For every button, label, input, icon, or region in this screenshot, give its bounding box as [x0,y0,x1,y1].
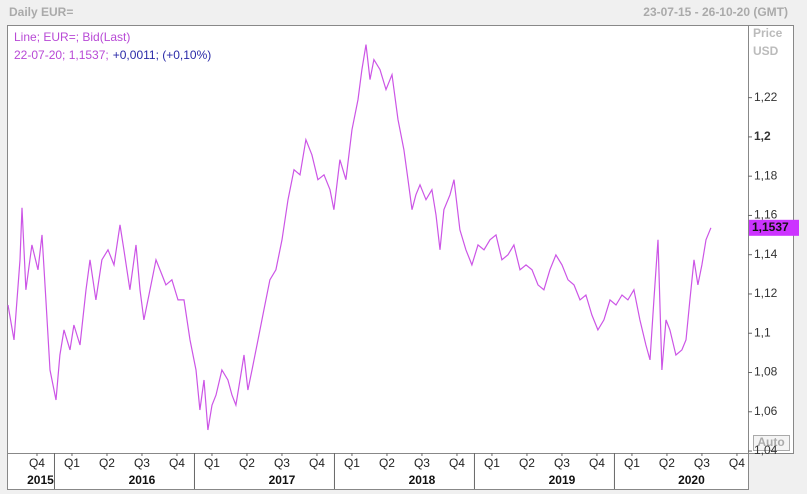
year-label: 2016 [129,473,156,487]
year-label: 2019 [549,473,576,487]
x-tick-label: Q2 [239,456,255,470]
last-value-tag [749,219,799,236]
x-tick-label: Q1 [64,456,80,470]
legend-change: +0,0011; (+0,10%) [113,48,212,62]
x-tick-label: Q3 [134,456,150,470]
x-tick-label: Q4 [29,456,45,470]
price-line [7,44,712,431]
x-tick-label: Q2 [99,456,115,470]
y-axis-panel [748,25,794,454]
y-tick-label: 1,1 [754,325,771,339]
x-tick-label: Q2 [659,456,675,470]
x-tick-label: Q2 [519,456,535,470]
year-label: 2017 [269,473,296,487]
y-tick-label: 1,04 [754,443,778,457]
auto-button-label[interactable]: Auto [757,435,784,449]
last-value-label: 1,1537 [752,220,789,234]
x-axis-panel [7,453,749,490]
y-tick-label: 1,08 [754,365,778,379]
y-tick-label: 1,12 [754,286,778,300]
date-range: 23-07-15 - 26-10-20 (GMT) [643,5,788,19]
x-tick-label: Q4 [449,456,465,470]
x-tick-label: Q1 [484,456,500,470]
x-tick-label: Q1 [204,456,220,470]
x-tick-label: Q1 [344,456,360,470]
x-tick-label: Q1 [624,456,640,470]
y-tick-label: 1,06 [754,404,778,418]
legend-line: 22-07-20; 1,1537; +0,0011; (+0,10%) [14,48,211,62]
x-tick-label: Q3 [274,456,290,470]
x-tick-label: Q4 [589,456,605,470]
year-label: 2020 [678,473,705,487]
y-tick-label: 1,18 [754,168,778,182]
plot-area [7,25,749,454]
y-tick-label: 1,22 [754,90,778,104]
x-tick-label: Q3 [554,456,570,470]
x-tick-label: Q3 [414,456,430,470]
legend-title: Line; EUR=; Bid(Last) [14,30,130,44]
year-label: 2018 [409,473,436,487]
year-label: 2015 [27,473,54,487]
y-tick-label: 1,16 [754,208,778,222]
y-tick-label: 1,2 [754,129,771,143]
x-tick-label: Q4 [169,456,185,470]
x-tick-label: Q2 [379,456,395,470]
legend-value: 22-07-20; 1,1537; [14,48,109,62]
auto-button[interactable] [753,435,790,451]
x-tick-label: Q3 [694,456,710,470]
y-tick-label: 1,14 [754,247,778,261]
y-axis-label: USD [753,44,779,58]
x-tick-label: Q4 [309,456,325,470]
chart-title: Daily EUR= [9,5,73,19]
x-tick-label: Q4 [729,456,745,470]
y-axis-label: Price [753,26,783,40]
